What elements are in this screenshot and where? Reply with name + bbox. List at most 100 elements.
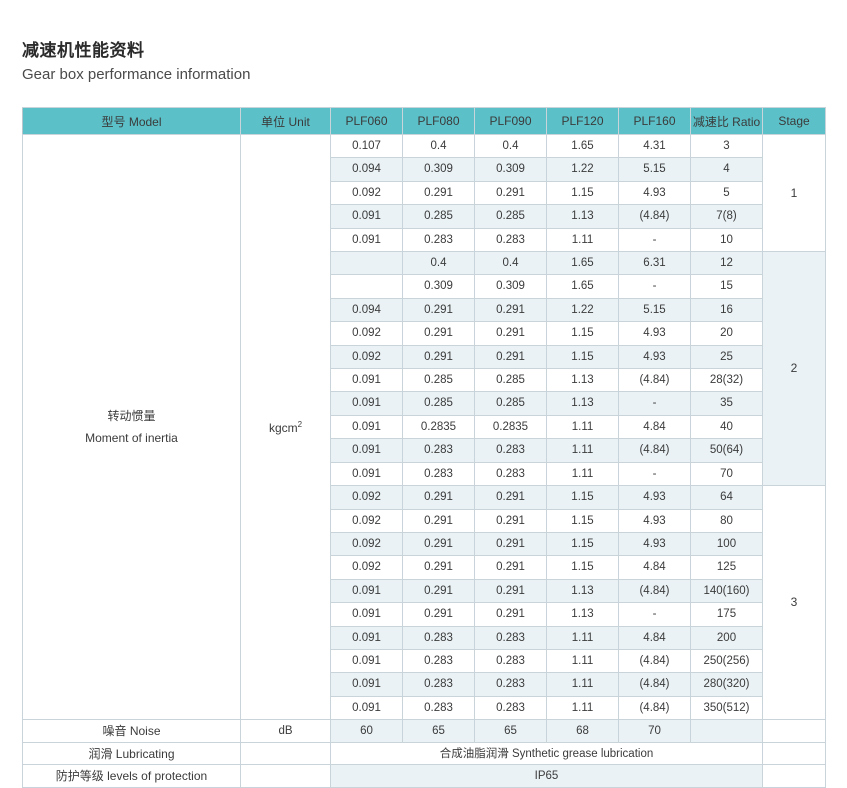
cell-plf120: 1.15 xyxy=(546,321,619,346)
cell-plf090: 0.291 xyxy=(474,555,547,580)
table-row: 0.091 0.285 0.285 1.13 (4.84) 28(32) xyxy=(23,368,826,393)
cell-plf060: 0.092 xyxy=(330,344,403,370)
cell-plf080: 0.291 xyxy=(402,508,475,533)
cell-noise-1: 65 xyxy=(402,719,475,743)
cell-plf090: 0.283 xyxy=(474,461,547,487)
cell-lubricating-value: 合成油脂润滑 Synthetic grease lubrication xyxy=(330,741,763,766)
cell-plf090: 0.309 xyxy=(474,274,547,299)
unit-cell-lubricating xyxy=(240,741,331,766)
cell-ratio: 3 xyxy=(690,133,763,159)
cell-plf080: 0.285 xyxy=(402,391,475,416)
cell-plf060: 0.091 xyxy=(330,227,403,253)
cell-plf160: (4.84) xyxy=(618,578,691,604)
cell-plf080: 0.291 xyxy=(402,602,475,627)
cell-protection-value: IP65 xyxy=(330,764,763,788)
column-header-plf090: PLF090 xyxy=(474,107,547,135)
table-row: 0.091 0.291 0.291 1.13 (4.84) 140(160) xyxy=(23,578,826,604)
cell-plf120: 1.11 xyxy=(546,414,619,440)
cell-ratio: 15 xyxy=(690,274,763,299)
table-body: 转动惯量 Moment of inertia kgcm2 0.107 0.4 0.4 1.6… xyxy=(22,133,826,788)
cell-plf060: 0.092 xyxy=(330,555,403,580)
cell-plf080: 0.309 xyxy=(402,157,475,182)
cell-plf090: 0.285 xyxy=(474,391,547,416)
cell-noise-2: 65 xyxy=(474,719,547,743)
cell-plf060: 0.091 xyxy=(330,461,403,487)
cell-plf120: 1.65 xyxy=(546,251,619,276)
cell-plf080: 0.291 xyxy=(402,485,475,510)
cell-ratio: 28(32) xyxy=(690,368,763,393)
row-label-moment-of-inertia: 转动惯量 Moment of inertia xyxy=(22,133,241,721)
cell-plf090: 0.291 xyxy=(474,321,547,346)
cell-plf080: 0.2835 xyxy=(402,414,475,440)
cell-plf160: 4.93 xyxy=(618,321,691,346)
cell-plf060: 0.091 xyxy=(330,204,403,229)
row-label-cn: 转动惯量 xyxy=(107,408,156,423)
cell-plf060: 0.091 xyxy=(330,578,403,604)
cell-plf120: 1.13 xyxy=(546,204,619,229)
cell-plf090: 0.291 xyxy=(474,602,547,627)
cell-plf090: 0.283 xyxy=(474,625,547,650)
cell-plf120: 1.11 xyxy=(546,461,619,487)
cell-ratio: 350(512) xyxy=(690,695,763,721)
table-row: 0.091 0.283 0.283 1.11 4.84 200 xyxy=(23,625,826,650)
cell-plf160: - xyxy=(618,391,691,416)
table-row: 0.092 0.291 0.291 1.15 4.93 64 3 xyxy=(23,485,826,721)
cell-ratio: 12 xyxy=(690,251,763,276)
cell-plf060 xyxy=(330,251,403,276)
cell-noise-3: 68 xyxy=(546,719,619,743)
cell-plf080: 0.285 xyxy=(402,368,475,393)
table-row: 0.091 0.283 0.283 1.11 (4.84) 250(256) xyxy=(23,648,826,674)
unit-text: kgcm xyxy=(268,421,298,436)
cell-ratio: 100 xyxy=(690,531,763,557)
cell-ratio: 25 xyxy=(690,344,763,370)
stage-cell-3: 3 xyxy=(762,485,826,721)
cell-plf160: (4.84) xyxy=(618,648,691,674)
table-row: 转动惯量 Moment of inertia kgcm2 0.107 0.4 0.4 1.6… xyxy=(22,133,826,721)
cell-noise-stage-blank xyxy=(762,719,826,743)
cell-plf080: 0.309 xyxy=(402,274,475,299)
table-row: 0.091 0.285 0.285 1.13-35 xyxy=(23,391,826,416)
cell-plf060: 0.091 xyxy=(330,625,403,650)
cell-plf120: 1.11 xyxy=(546,438,619,463)
table-row: 0.092 0.291 0.291 1.15 4.93 5 xyxy=(23,180,826,206)
cell-plf160: 4.84 xyxy=(618,414,691,440)
cell-plf160: - xyxy=(618,602,691,627)
cell-plf080: 0.291 xyxy=(402,578,475,604)
cell-plf160: 4.31 xyxy=(618,133,691,159)
cell-ratio: 250(256) xyxy=(690,648,763,674)
cell-ratio: 125 xyxy=(690,555,763,580)
row-label-noise: 噪音 Noise xyxy=(22,719,241,743)
table-row: 0.091 0.283 0.283 1.11-10 xyxy=(23,227,826,253)
table-row: 0.092 0.291 0.291 1.15 4.84 125 xyxy=(23,555,826,580)
cell-ratio: 35 xyxy=(690,391,763,416)
cell-plf090: 0.291 xyxy=(474,344,547,370)
cell-plf160: - xyxy=(618,227,691,253)
cell-plf090: 0.283 xyxy=(474,672,547,697)
cell-plf160: 4.93 xyxy=(618,485,691,510)
cell-plf160: (4.84) xyxy=(618,204,691,229)
table-row: 0.091 0.283 0.283 1.11 (4.84) 350(512) xyxy=(23,695,826,721)
cell-plf060: 0.094 xyxy=(330,297,403,323)
cell-plf060: 0.092 xyxy=(330,485,403,510)
cell-ratio: 200 xyxy=(690,625,763,650)
cell-plf090: 0.309 xyxy=(474,157,547,182)
cell-plf090: 0.283 xyxy=(474,695,547,721)
cell-plf120: 1.11 xyxy=(546,672,619,697)
cell-plf080: 0.285 xyxy=(402,204,475,229)
cell-plf120: 1.11 xyxy=(546,625,619,650)
cell-plf160: 4.93 xyxy=(618,531,691,557)
table-row: 0.094 0.309 0.309 1.22 5.15 4 xyxy=(23,157,826,182)
column-header-stage: Stage xyxy=(762,107,826,135)
table-row: 0.092 0.291 0.291 1.15 4.93 20 xyxy=(23,321,826,346)
cell-plf120: 1.22 xyxy=(546,297,619,323)
cell-plf060: 0.092 xyxy=(330,531,403,557)
cell-ratio: 20 xyxy=(690,321,763,346)
cell-plf080: 0.283 xyxy=(402,227,475,253)
cell-plf120: 1.11 xyxy=(546,227,619,253)
cell-ratio: 64 xyxy=(690,485,763,510)
unit-cell-db: dB xyxy=(240,719,331,743)
cell-ratio: 16 xyxy=(690,297,763,323)
cell-plf160: 5.15 xyxy=(618,297,691,323)
cell-ratio: 5 xyxy=(690,180,763,206)
stage-cell-1: 1 xyxy=(762,133,826,253)
